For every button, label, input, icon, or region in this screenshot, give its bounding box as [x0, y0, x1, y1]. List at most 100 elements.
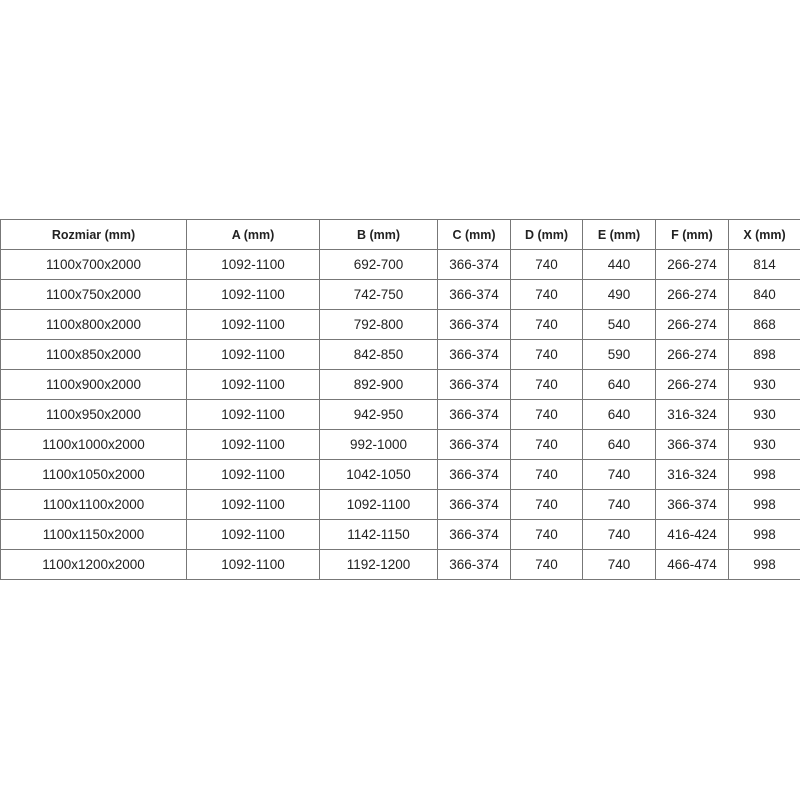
table-cell: 366-374	[437, 489, 511, 520]
table-row: 1100x700x2000 1092-1100 692-700 366-374 740 4…	[0, 249, 800, 280]
table-cell: 366-374	[437, 339, 511, 370]
table-cell: 740	[510, 279, 583, 310]
table-cell: 590	[582, 339, 656, 370]
table-cell: 640	[582, 429, 656, 460]
table-cell: 1100x800x2000	[0, 309, 187, 340]
column-header: B (mm)	[319, 219, 438, 250]
table-cell: 366-374	[437, 399, 511, 430]
table-row: 1100x900x2000 1092-1100 892-900 366-374 740 6…	[0, 369, 800, 400]
table-cell: 998	[728, 459, 800, 490]
table-cell: 1092-1100	[186, 549, 320, 580]
dimensions-table: Rozmiar (mm) A (mm) B (mm) C (mm) D (mm) E (m…	[0, 219, 800, 580]
table-row: 1100x950x2000 1092-1100 942-950 366-374 740 6…	[0, 399, 800, 430]
table-cell: 930	[728, 369, 800, 400]
table-cell: 1192-1200	[319, 549, 438, 580]
column-header: A (mm)	[186, 219, 320, 250]
table-cell: 740	[510, 489, 583, 520]
table-cell: 998	[728, 549, 800, 580]
table-cell: 740	[510, 399, 583, 430]
table-cell: 740	[510, 459, 583, 490]
table-row: 1100x800x2000 1092-1100 792-800 366-374 740 5…	[0, 309, 800, 340]
table-cell: 942-950	[319, 399, 438, 430]
table-cell: 740	[510, 429, 583, 460]
table-cell: 366-374	[437, 459, 511, 490]
table-cell: 1100x1150x2000	[0, 519, 187, 550]
table-cell: 842-850	[319, 339, 438, 370]
table-cell: 740	[582, 519, 656, 550]
table-cell: 740	[510, 249, 583, 280]
table-cell: 740	[510, 519, 583, 550]
table-cell: 416-424	[655, 519, 729, 550]
table-cell: 740	[582, 459, 656, 490]
table-cell: 740	[582, 549, 656, 580]
table-cell: 490	[582, 279, 656, 310]
table-cell: 366-374	[437, 549, 511, 580]
table-cell: 1100x1050x2000	[0, 459, 187, 490]
table-cell: 366-374	[437, 279, 511, 310]
table-cell: 366-374	[437, 369, 511, 400]
table-cell: 814	[728, 249, 800, 280]
column-header: F (mm)	[655, 219, 729, 250]
table-cell: 1092-1100	[186, 489, 320, 520]
table-cell: 1092-1100	[186, 369, 320, 400]
column-header: D (mm)	[510, 219, 583, 250]
table-cell: 1092-1100	[186, 339, 320, 370]
table-row: 1100x850x2000 1092-1100 842-850 366-374 740 5…	[0, 339, 800, 370]
table-row: 1100x1000x2000 1092-1100 992-1000 366-374 74…	[0, 429, 800, 460]
table-cell: 1100x1000x2000	[0, 429, 187, 460]
table-cell: 1092-1100	[186, 249, 320, 280]
table-cell: 1092-1100	[319, 489, 438, 520]
table-cell: 366-374	[437, 429, 511, 460]
table-cell: 740	[510, 309, 583, 340]
table-cell: 440	[582, 249, 656, 280]
table-cell: 266-274	[655, 339, 729, 370]
table-cell: 1100x900x2000	[0, 369, 187, 400]
table-cell: 740	[510, 369, 583, 400]
table-cell: 366-374	[437, 519, 511, 550]
table-cell: 266-274	[655, 279, 729, 310]
table-cell: 366-374	[437, 309, 511, 340]
table-cell: 898	[728, 339, 800, 370]
table-cell: 930	[728, 399, 800, 430]
table-cell: 892-900	[319, 369, 438, 400]
table-cell: 1092-1100	[186, 429, 320, 460]
table-cell: 692-700	[319, 249, 438, 280]
header-row: Rozmiar (mm) A (mm) B (mm) C (mm) D (mm) E (m…	[0, 219, 800, 250]
table-cell: 466-474	[655, 549, 729, 580]
table-cell: 1092-1100	[186, 279, 320, 310]
table-cell: 316-324	[655, 459, 729, 490]
table-cell: 540	[582, 309, 656, 340]
table-cell: 740	[510, 339, 583, 370]
table-cell: 366-374	[655, 489, 729, 520]
table-cell: 1092-1100	[186, 459, 320, 490]
table-cell: 1092-1100	[186, 519, 320, 550]
table-cell: 266-274	[655, 309, 729, 340]
table-cell: 1100x1200x2000	[0, 549, 187, 580]
table-row: 1100x750x2000 1092-1100 742-750 366-374 740 4…	[0, 279, 800, 310]
table-cell: 1100x700x2000	[0, 249, 187, 280]
table-row: 1100x1100x2000 1092-1100 1092-1100 366-374 7…	[0, 489, 800, 520]
column-header: X (mm)	[728, 219, 800, 250]
table-cell: 640	[582, 399, 656, 430]
table-cell: 266-274	[655, 369, 729, 400]
table-cell: 840	[728, 279, 800, 310]
table-cell: 930	[728, 429, 800, 460]
table-cell: 1042-1050	[319, 459, 438, 490]
table-cell: 740	[582, 489, 656, 520]
table-cell: 742-750	[319, 279, 438, 310]
table-cell: 1092-1100	[186, 399, 320, 430]
table-row: 1100x1200x2000 1092-1100 1192-1200 366-374 7…	[0, 549, 800, 580]
table-cell: 998	[728, 519, 800, 550]
table-cell: 316-324	[655, 399, 729, 430]
table-cell: 1100x1100x2000	[0, 489, 187, 520]
table-cell: 1092-1100	[186, 309, 320, 340]
table-cell: 1142-1150	[319, 519, 438, 550]
table-cell: 868	[728, 309, 800, 340]
column-header: E (mm)	[582, 219, 656, 250]
table-cell: 998	[728, 489, 800, 520]
table-cell: 792-800	[319, 309, 438, 340]
table-row: 1100x1050x2000 1092-1100 1042-1050 366-374 7…	[0, 459, 800, 490]
table-cell: 1100x950x2000	[0, 399, 187, 430]
table-cell: 740	[510, 549, 583, 580]
table-cell: 366-374	[655, 429, 729, 460]
